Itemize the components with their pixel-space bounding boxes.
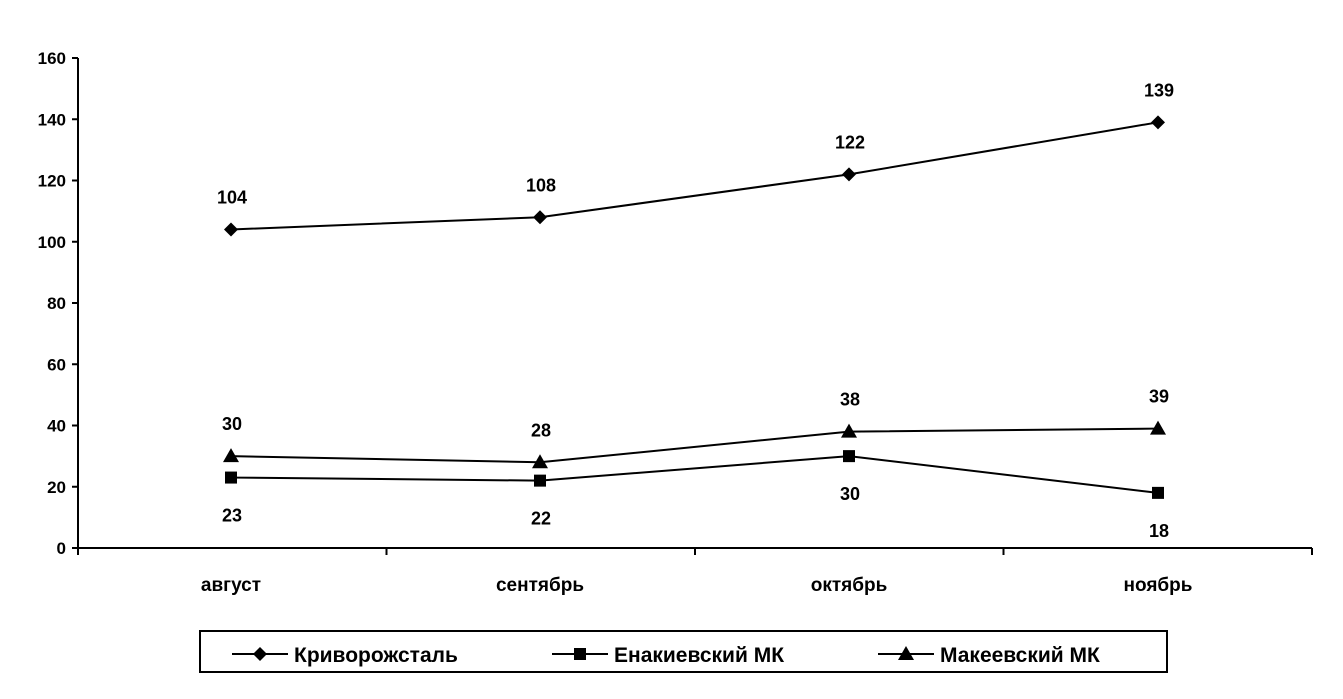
data-point-triangle — [1150, 420, 1166, 435]
data-label: 39 — [1149, 387, 1169, 407]
data-label: 30 — [222, 414, 242, 434]
data-point-triangle — [841, 423, 857, 438]
x-tick-label: ноябрь — [1124, 575, 1193, 596]
y-tick-label: 140 — [38, 110, 66, 129]
legend-marker-square — [574, 648, 586, 660]
data-point-square — [225, 471, 237, 484]
y-tick-label: 100 — [38, 233, 66, 252]
y-tick-label: 80 — [47, 294, 66, 313]
data-label: 23 — [222, 506, 242, 526]
data-label: 38 — [840, 390, 860, 410]
data-label: 139 — [1144, 80, 1174, 100]
y-tick-label: 120 — [38, 172, 66, 191]
y-tick-label: 0 — [57, 539, 66, 558]
series-line-0 — [230, 121, 1159, 231]
data-label: 104 — [217, 188, 247, 208]
data-point-triangle — [223, 448, 239, 463]
data-label: 122 — [835, 132, 865, 152]
data-label: 30 — [840, 484, 860, 504]
data-label: 28 — [531, 420, 551, 440]
data-label: 18 — [1149, 521, 1169, 541]
legend-box — [199, 630, 1168, 673]
data-point-square — [1152, 486, 1164, 499]
data-point-square — [843, 450, 855, 463]
legend-marker-triangle — [898, 646, 914, 660]
data-point-square — [534, 474, 546, 487]
data-point-diamond — [1151, 115, 1165, 130]
data-point-diamond — [842, 167, 856, 182]
x-tick-label: сентябрь — [496, 575, 584, 596]
y-tick-label: 20 — [47, 478, 66, 497]
legend-label: Енакиевский МК — [614, 644, 784, 667]
y-tick-label: 160 — [38, 49, 66, 68]
x-tick-label: август — [201, 575, 261, 596]
legend-label: Криворожсталь — [294, 644, 458, 667]
series-line-2 — [230, 427, 1159, 464]
y-tick-label: 60 — [47, 355, 66, 374]
series-line-1 — [230, 455, 1159, 494]
data-label: 108 — [526, 175, 556, 195]
legend-marker-diamond — [253, 647, 267, 661]
data-point-triangle — [532, 454, 548, 469]
data-point-diamond — [533, 210, 547, 225]
y-tick-label: 40 — [47, 417, 66, 436]
legend-label: Макеевский МК — [940, 644, 1100, 667]
x-tick-label: октябрь — [811, 575, 888, 596]
data-point-diamond — [224, 222, 238, 237]
data-label: 22 — [531, 509, 551, 529]
